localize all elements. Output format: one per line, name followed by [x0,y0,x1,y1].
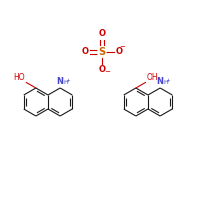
Text: +: + [166,77,170,82]
Text: O: O [98,29,106,38]
Text: +: + [66,77,70,82]
Text: S: S [98,47,106,57]
Text: HO: HO [13,73,25,82]
Text: H: H [164,80,168,85]
Text: N: N [157,77,164,86]
Text: −: − [120,44,125,50]
Text: O: O [116,47,122,56]
Text: N: N [57,77,64,86]
Text: H: H [64,80,68,85]
Text: O: O [82,47,88,56]
Text: −: − [104,69,110,75]
Text: O: O [98,66,106,74]
Text: OH: OH [147,73,159,82]
